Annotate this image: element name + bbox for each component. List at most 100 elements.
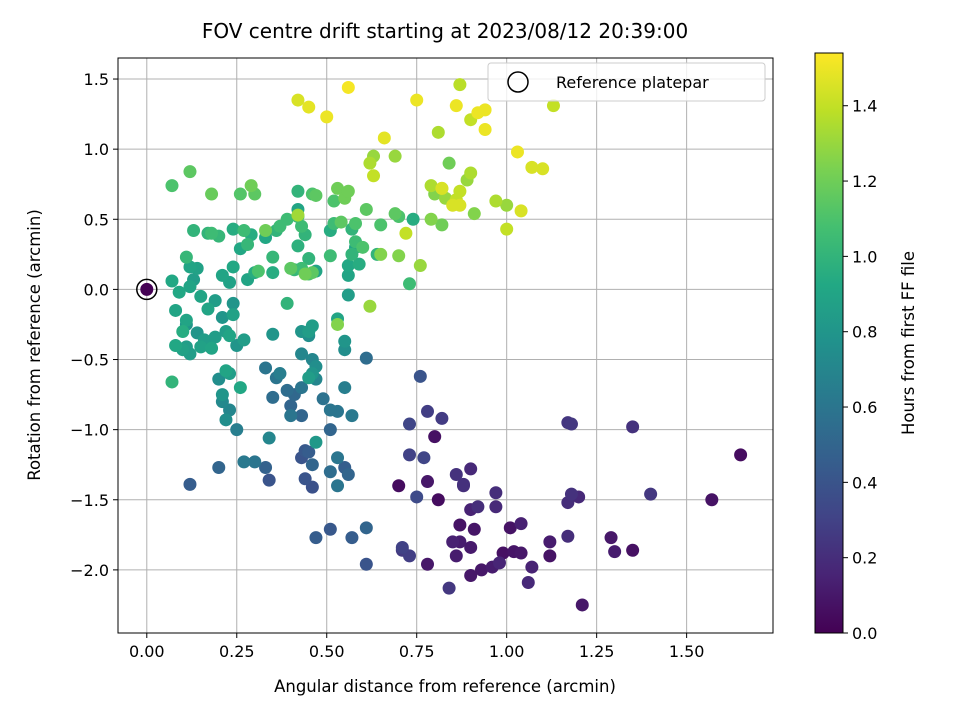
data-point [489,500,503,514]
data-point [392,479,406,493]
data-point [273,367,287,381]
data-point [626,420,640,434]
data-point [464,462,478,476]
data-point [205,226,219,240]
data-point [431,125,445,139]
data-point [510,145,524,159]
data-point [604,531,618,545]
data-point [514,204,528,218]
data-point [435,181,449,195]
data-point [298,472,312,486]
data-point [244,179,258,193]
data-point [492,556,506,570]
data-point [165,274,179,288]
data-point [291,184,305,198]
data-point [305,319,319,333]
data-point [302,371,316,385]
data-point [428,430,442,444]
data-point [341,259,355,273]
data-point [514,517,528,531]
data-point [280,383,294,397]
colorbar-tick-label: 1.2 [852,172,877,191]
data-point [259,361,273,375]
data-point [442,156,456,170]
data-point [449,99,463,113]
x-tick-label: 0.25 [219,642,255,661]
reference-marker [136,278,158,301]
data-point [331,479,345,493]
data-point [176,324,190,338]
data-point [320,110,334,124]
data-point [644,487,658,501]
data-point [536,162,550,176]
data-point [525,560,539,574]
x-tick-label: 1.00 [489,642,525,661]
data-point [237,224,251,237]
data-point [331,317,345,331]
data-point [489,194,503,208]
data-point [449,468,463,482]
data-point [500,198,514,212]
data-point [471,500,485,514]
data-point [467,207,481,221]
data-point [359,557,373,571]
grid [118,58,773,633]
data-point [226,260,240,274]
x-axis-ticks: 0.00 0.25 0.50 0.75 1.00 1.25 1.50 [129,633,704,661]
data-point [543,535,557,549]
data-point [421,557,435,571]
data-point [194,289,208,303]
data-point [298,267,312,281]
data-point [341,184,355,198]
data-point [215,310,229,324]
y-tick-label: 0.5 [84,210,109,229]
data-point [266,250,280,264]
data-point [291,93,305,107]
data-point [323,249,337,263]
data-point [262,431,276,445]
data-point [219,364,233,378]
data-point [464,569,478,582]
data-point [248,455,262,469]
data-point [226,222,240,236]
data-point [259,224,273,237]
data-point [734,448,748,462]
data-point [212,372,226,386]
data-point [179,313,193,327]
data-point [374,247,388,261]
data-point [341,80,355,94]
data-point [453,518,467,532]
data-point [705,493,719,507]
colorbar-label: Hours from first FF file [899,251,918,435]
data-point [489,486,503,500]
data-point [230,423,244,437]
data-point [352,257,366,271]
y-tick-label: −2.0 [70,561,109,580]
data-point [309,531,323,545]
data-point [212,461,226,475]
data-point [410,93,424,107]
data-point [359,351,373,365]
data-point [295,381,309,395]
data-point [359,202,373,216]
data-point [305,458,319,472]
data-point [464,540,478,554]
data-point [374,218,388,232]
data-point [237,333,251,347]
data-point [165,375,179,389]
data-point [367,169,381,183]
data-point [280,296,294,310]
legend: Reference platepar [487,62,766,102]
data-point [226,308,240,322]
colorbar-tick-label: 1.0 [852,247,877,266]
data-point [284,409,298,423]
data-point [183,165,197,179]
data-point [302,100,316,114]
data-point [403,448,417,462]
data-point [453,184,467,198]
data-point [334,215,348,229]
data-point [421,475,435,489]
data-point [323,522,337,536]
data-point [172,285,186,299]
y-axis-label: Rotation from reference (arcmin) [25,209,44,481]
